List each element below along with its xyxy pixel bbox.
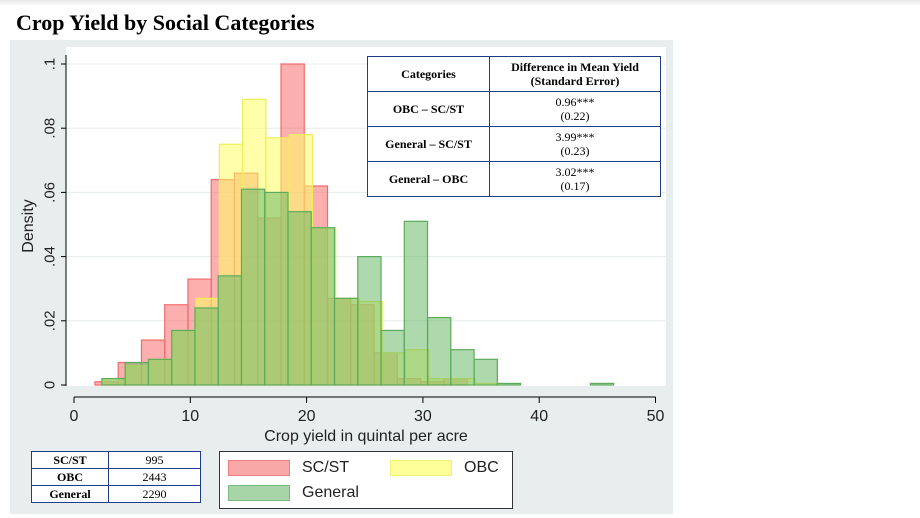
x-axis-label: Crop yield in quintal per acre xyxy=(264,428,468,445)
x-tick-label: 0 xyxy=(70,408,79,425)
count-value: 2443 xyxy=(108,468,201,486)
x-tick-label: 30 xyxy=(414,408,432,425)
row-se: (0.23) xyxy=(560,144,590,158)
histogram-bar xyxy=(240,188,266,386)
histogram-bar xyxy=(450,349,475,386)
table-row: OBC 2443 xyxy=(31,468,201,486)
legend-swatch-scst xyxy=(228,460,290,476)
histogram-bar xyxy=(310,227,336,386)
y-tick-label: 0 xyxy=(42,381,59,389)
histogram-bar xyxy=(124,361,150,386)
row-diff: 0.96*** xyxy=(555,95,595,109)
row-category: General – OBC xyxy=(367,161,490,197)
histogram-bar xyxy=(496,382,522,386)
histogram-bar xyxy=(333,297,359,386)
y-axis-label: Density xyxy=(20,199,37,252)
series-general xyxy=(101,188,615,386)
histogram-bar xyxy=(171,329,196,386)
count-value: 2290 xyxy=(108,485,201,503)
legend-item-general: General xyxy=(228,484,359,502)
histogram-bar xyxy=(194,307,219,386)
histogram-bar xyxy=(403,220,429,386)
legend-label-obc: OBC xyxy=(464,459,499,476)
header-categories: Categories xyxy=(367,56,490,92)
histogram-bar xyxy=(287,211,312,386)
count-category: OBC xyxy=(31,468,109,486)
table-row: General 2290 xyxy=(31,485,201,503)
table-row: OBC – SC/ST 0.96*** (0.22) xyxy=(367,91,661,127)
histogram-bar xyxy=(426,316,452,386)
legend-item-scst: SC/ST xyxy=(228,459,349,477)
y-tick-label: .04 xyxy=(42,246,59,267)
histogram-bars xyxy=(94,63,615,386)
slide-top-shade xyxy=(0,0,920,6)
y-tick-label: .06 xyxy=(42,182,59,203)
table-header-row: Categories Difference in Mean Yield (Sta… xyxy=(367,56,661,92)
row-category: OBC – SC/ST xyxy=(367,91,490,127)
histogram-bar xyxy=(357,256,382,386)
legend-label-general: General xyxy=(302,484,359,501)
row-se: (0.22) xyxy=(560,109,590,123)
histogram-bar xyxy=(147,358,173,386)
x-tick-label: 40 xyxy=(530,408,548,425)
legend-label-scst: SC/ST xyxy=(302,459,350,476)
histogram-bar xyxy=(264,191,289,386)
x-tick-label: 50 xyxy=(647,408,665,425)
histogram-bar xyxy=(217,275,243,386)
chart-legend: SC/ST OBC General xyxy=(219,451,513,509)
mean-difference-table: Categories Difference in Mean Yield (Sta… xyxy=(367,56,661,197)
y-tick-label: .08 xyxy=(42,118,59,139)
header-difference: Difference in Mean Yield (Standard Error… xyxy=(489,56,661,92)
table-row: General – SC/ST 3.99*** (0.23) xyxy=(367,126,661,162)
legend-swatch-general xyxy=(228,485,290,501)
table-row: SC/ST 995 xyxy=(31,451,201,469)
count-value: 995 xyxy=(108,451,201,469)
x-tick-label: 10 xyxy=(181,408,199,425)
row-value: 3.99*** (0.23) xyxy=(489,126,661,162)
slide-title: Crop Yield by Social Categories xyxy=(16,10,315,35)
header-difference-line1: Difference in Mean Yield xyxy=(511,60,639,74)
count-category: SC/ST xyxy=(31,451,109,469)
sample-count-table: SC/ST 995 OBC 2443 General 2290 xyxy=(31,451,201,503)
histogram-bar xyxy=(589,382,615,386)
legend-swatch-obc xyxy=(390,460,452,476)
row-value: 0.96*** (0.22) xyxy=(489,91,661,127)
legend-item-obc: OBC xyxy=(390,459,499,477)
histogram-bar xyxy=(473,358,498,386)
row-category: General – SC/ST xyxy=(367,126,490,162)
x-tick-label: 20 xyxy=(298,408,316,425)
axes: 0 .02 .04 .06 .08 .1 0 10 20 30 40 50 xyxy=(42,55,665,425)
table-row: General – OBC 3.02*** (0.17) xyxy=(367,161,661,197)
row-se: (0.17) xyxy=(560,179,590,193)
count-category: General xyxy=(31,485,109,503)
histogram-bar xyxy=(380,329,405,386)
y-tick-label: .02 xyxy=(42,310,59,331)
row-diff: 3.99*** xyxy=(555,130,595,144)
y-tick-label: .1 xyxy=(42,58,59,71)
header-difference-line2: (Standard Error) xyxy=(530,74,620,88)
histogram-bar xyxy=(101,377,126,386)
row-value: 3.02*** (0.17) xyxy=(489,161,661,197)
row-diff: 3.02*** xyxy=(555,165,595,179)
